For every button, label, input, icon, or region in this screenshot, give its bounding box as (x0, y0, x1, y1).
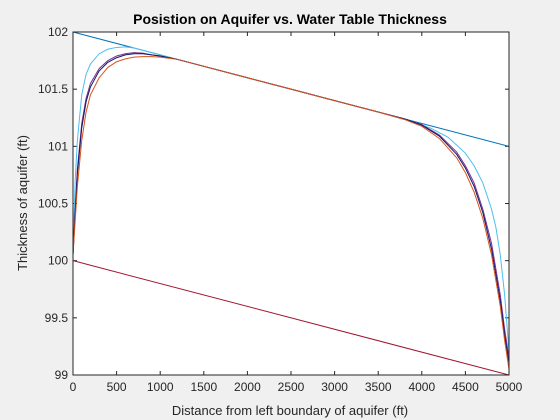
x-tick-label: 0 (70, 380, 77, 394)
x-tick-label: 1500 (190, 380, 217, 394)
y-axis: 99 99.5 100 100.5 101 101.5 102 (38, 25, 509, 382)
x-tick-label: 3500 (365, 380, 392, 394)
y-tick-label: 99 (55, 368, 69, 382)
y-tick-label: 99.5 (45, 311, 69, 325)
x-tick-label: 4500 (452, 380, 479, 394)
series-line-6 (72, 56, 510, 370)
x-tick-label: 500 (107, 380, 127, 394)
y-tick-label: 100.5 (38, 197, 68, 211)
y-tick-label: 101 (48, 139, 68, 153)
x-axis: 0 500 1000 1500 2000 2500 3000 3500 4000 4500 5000 (70, 32, 523, 394)
y-tick-label: 102 (48, 25, 68, 39)
y-tick-label: 100 (48, 254, 68, 268)
y-axis-label: Thickness of aquifer (ft) (15, 135, 30, 271)
plot-area (73, 32, 509, 375)
x-tick-label: 2500 (278, 380, 305, 394)
x-tick-label: 3000 (321, 380, 348, 394)
y-tick-label: 101.5 (38, 82, 68, 96)
series-layer (72, 31, 510, 376)
series-line-2 (72, 260, 510, 376)
plot-frame (72, 31, 510, 376)
chart-title: Posistion on Aquifer vs. Water Table Thi… (133, 11, 447, 27)
x-axis-label: Distance from left boundary of aquifer (… (172, 403, 408, 418)
x-tick-label: 4000 (408, 380, 435, 394)
x-tick-label: 5000 (496, 380, 523, 394)
x-tick-label: 2000 (234, 380, 261, 394)
x-tick-label: 1000 (147, 380, 174, 394)
